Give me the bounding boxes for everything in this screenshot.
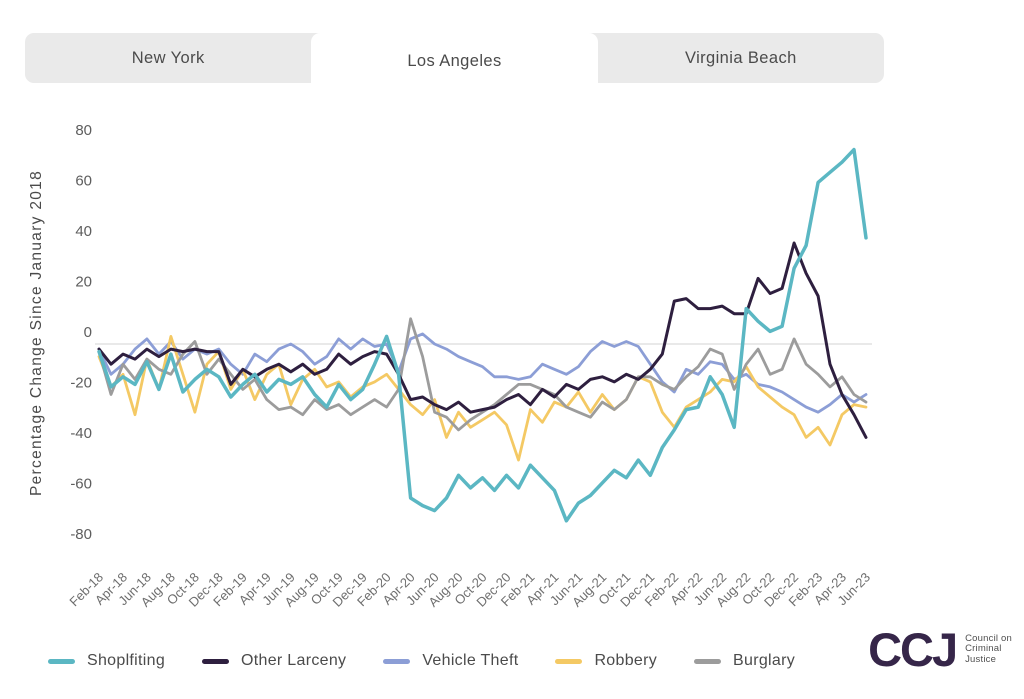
- series-line-other-larceny: [97, 241, 868, 439]
- tab-virginia-beach[interactable]: Virginia Beach: [598, 33, 884, 83]
- y-tick-label: -40: [70, 425, 92, 442]
- legend-label: Robbery: [594, 652, 658, 669]
- legend-label: Vehicle Theft: [422, 652, 519, 669]
- y-tick-label: 80: [75, 122, 92, 139]
- y-tick-label: -80: [70, 526, 92, 543]
- tab-new-york[interactable]: New York: [25, 33, 311, 83]
- y-tick-label: 0: [84, 324, 92, 341]
- y-tick-label: 20: [75, 274, 92, 291]
- series-line-shoplfiting: [97, 147, 868, 523]
- legend-swatch-shoplfiting: [48, 658, 75, 664]
- ccj-tagline: Council on Criminal Justice: [965, 632, 1012, 666]
- ccj-branding: CCJ Council on Criminal Justice: [868, 626, 1012, 673]
- legend-item-vehicle-theft: Vehicle Theft: [383, 652, 518, 670]
- y-tick-label: -60: [70, 476, 92, 493]
- ccj-logo: CCJ: [868, 623, 958, 676]
- legend-swatch-burglary: [694, 658, 722, 664]
- legend-swatch-robbery: [555, 658, 583, 664]
- legend-item-robbery: Robbery: [555, 652, 657, 670]
- ccj-tagline-line: Justice: [965, 653, 997, 665]
- ccj-tagline-line: Criminal: [965, 643, 1002, 655]
- y-axis-title: Percentage Change Since January 2018: [28, 170, 45, 496]
- ccj-tagline-line: Council on: [965, 632, 1012, 644]
- legend-label: Burglary: [733, 652, 796, 669]
- legend-item-shoplfiting: Shoplfiting: [48, 652, 165, 670]
- y-tick-label: 40: [75, 223, 92, 240]
- legend-item-other-larceny: Other Larceny: [202, 652, 346, 670]
- legend-item-burglary: Burglary: [694, 652, 795, 670]
- legend-swatch-other-larceny: [202, 658, 230, 664]
- legend-label: Other Larceny: [241, 652, 347, 669]
- y-tick-label: -20: [70, 375, 92, 392]
- legend-swatch-vehicle-theft: [383, 658, 411, 664]
- legend-label: Shoplfiting: [87, 652, 166, 669]
- tab-los-angeles[interactable]: Los Angeles: [311, 33, 598, 89]
- y-tick-label: 60: [75, 173, 92, 190]
- chart-legend: Shoplfiting Other Larceny Vehicle Theft Rob…: [48, 645, 795, 677]
- series-line-robbery: [97, 334, 868, 462]
- city-tab-bar: New York Los Angeles Virginia Beach: [25, 33, 884, 89]
